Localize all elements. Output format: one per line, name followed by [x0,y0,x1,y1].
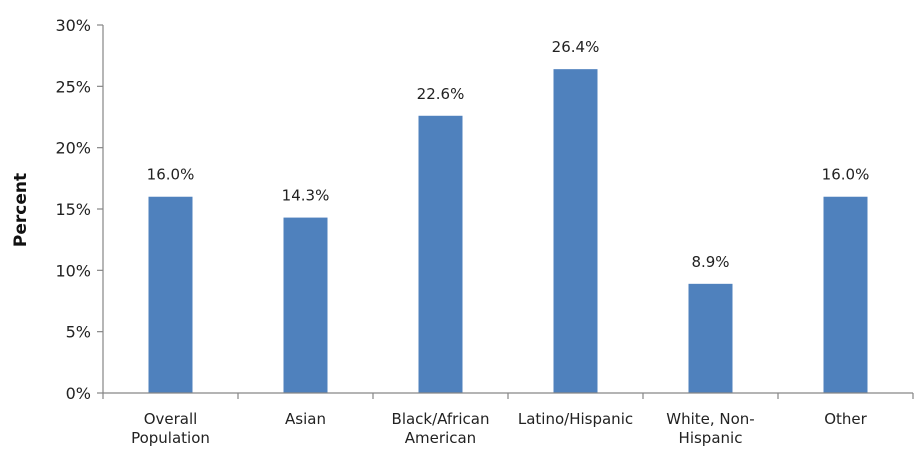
bars: 16.0% 14.3% 22.6% 26.4% 8.9% 16.0% [147,38,870,394]
bar [283,217,328,393]
category-label: Asian [285,410,326,428]
y-tick-label: 0% [66,384,91,403]
data-label: 16.0% [822,166,870,184]
category-label: Other [824,410,867,428]
y-tick-label: 25% [55,77,91,96]
category-label: Overall Population [131,410,210,447]
y-tick-label: 30% [55,16,91,35]
data-label: 22.6% [417,85,465,103]
bar [148,196,193,393]
bar [688,283,733,393]
y-tick-label: 5% [66,323,91,342]
category-label: Black/African American [392,410,490,447]
data-label: 26.4% [552,38,600,56]
bar [823,196,868,393]
category-label: White, Non-Hispanic [666,410,754,447]
bar [418,115,463,394]
y-tick-label: 15% [55,200,91,219]
data-label: 16.0% [147,166,195,184]
x-axis: Overall Population Asian Black/African Ameri… [102,392,914,447]
y-axis: 0% 5% 10% 15% 20% 25% 30% [55,16,104,403]
data-label: 8.9% [691,253,729,271]
bar [553,69,598,393]
y-axis-title: Percent [11,173,31,247]
category-label: Latino/Hispanic [518,410,633,428]
data-label: 14.3% [282,187,330,205]
y-tick-label: 20% [55,139,91,158]
y-tick-label: 10% [55,261,91,280]
